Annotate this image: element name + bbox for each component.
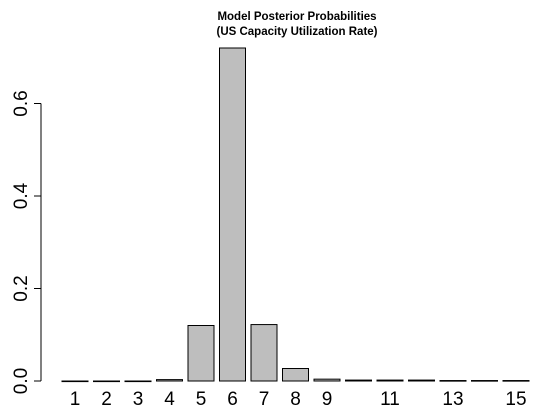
x-tick-label: 11 (380, 389, 400, 410)
bar (61, 380, 89, 383)
y-tick-label: 0.4 (11, 182, 32, 209)
bar (282, 368, 309, 382)
bar (439, 380, 467, 382)
x-tick-label: 1 (70, 389, 81, 410)
x-tick-label: 2 (101, 389, 112, 410)
y-tick-label: 0.2 (11, 275, 32, 301)
chart-title: Model Posterior Probabilities (217, 11, 376, 23)
y-tick-label: 0.6 (11, 90, 32, 116)
bar (219, 47, 246, 382)
x-tick-label: 4 (164, 389, 175, 410)
x-tick-label: 6 (227, 389, 238, 410)
chart-subtitle: (US Capacity Utilization Rate) (216, 26, 377, 38)
bar (502, 380, 530, 382)
x-tick-label: 13 (442, 389, 463, 410)
bar (250, 324, 278, 382)
bar (313, 378, 341, 382)
x-tick-label: 15 (505, 389, 526, 410)
y-tick-label: 0.0 (11, 368, 32, 394)
bar (408, 379, 435, 382)
x-tick-label: 5 (196, 389, 207, 410)
bar (471, 380, 498, 382)
bar (345, 379, 372, 382)
x-tick-label: 9 (322, 389, 333, 410)
x-tick-label: 8 (290, 389, 301, 410)
y-axis: 0.0 0.2 0.4 0.6 (11, 90, 42, 394)
bar (376, 379, 404, 382)
x-tick-label: 3 (133, 389, 144, 410)
bar (156, 379, 183, 382)
bar (187, 325, 215, 382)
x-tick-label: 7 (259, 389, 270, 410)
bar (93, 380, 120, 383)
x-axis-labels: 1 2 3 4 5 6 7 8 9 11 13 15 (70, 389, 527, 410)
bar (124, 380, 152, 383)
bar-series (61, 47, 530, 383)
